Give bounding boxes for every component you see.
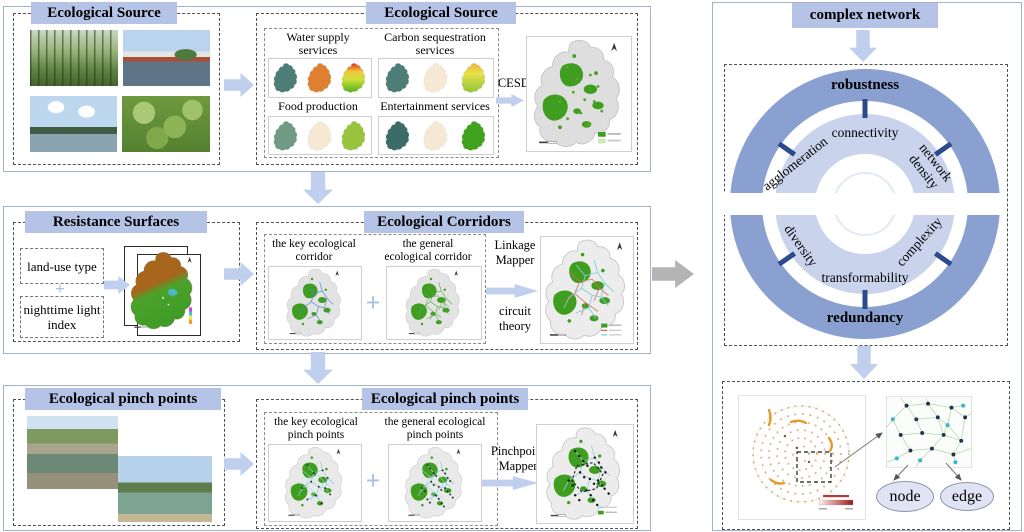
general-corridor-label: the general ecological corridor xyxy=(384,238,472,263)
source-mid-title: Ecological Source xyxy=(366,2,516,24)
general-corridor-map xyxy=(405,268,460,337)
network-zoom-graph xyxy=(887,397,971,467)
general-pinch-map xyxy=(404,446,463,519)
pinch-inner-box xyxy=(264,412,498,526)
photo-forest xyxy=(30,30,118,86)
plus-sign: + xyxy=(55,279,65,298)
key-corridor-map-panel xyxy=(268,266,362,340)
mini-map xyxy=(307,63,332,93)
corridors-result-map-panel xyxy=(540,236,634,344)
resistance-map xyxy=(130,252,193,330)
arrow-to-complex-network xyxy=(652,260,694,288)
mini-map xyxy=(461,63,486,93)
ring-transformability: transformability xyxy=(821,270,909,285)
mini-map xyxy=(273,63,298,93)
complex-network-container xyxy=(712,2,1022,531)
mini-map xyxy=(307,120,332,151)
service-maps-carbon xyxy=(378,58,494,98)
highlighted-edges xyxy=(767,408,833,485)
ring-ticks xyxy=(777,99,953,309)
services-inner-box xyxy=(264,28,499,158)
service-maps-food xyxy=(268,116,372,155)
general-corridor-map-panel xyxy=(386,266,482,340)
nighttime-input: nighttime light index xyxy=(20,296,104,338)
pinch-result-map xyxy=(546,427,621,520)
arrow-row2-to-row3 xyxy=(303,352,333,384)
edge-label-text: edge xyxy=(951,487,983,505)
node-label-text: node xyxy=(889,487,921,505)
mini-map xyxy=(341,120,366,151)
corridors-result-map xyxy=(545,239,625,340)
service-label-carbon: Carbon sequestration services xyxy=(384,30,486,57)
pinch-result-map-panel xyxy=(536,424,634,524)
landuse-input: land-use type xyxy=(20,248,104,284)
ring-connectivity: connectivity xyxy=(831,125,899,140)
annotation-arrows xyxy=(834,432,962,481)
mini-map xyxy=(273,120,298,151)
pinchpoint-mapper-label: Pinchpoint Mapper xyxy=(490,444,546,473)
circuit-theory-label: circuit theory xyxy=(499,304,531,333)
photo-lake-trees xyxy=(30,96,117,152)
ring-redundancy: redundancy xyxy=(826,310,904,326)
mini-map xyxy=(461,120,486,151)
general-pinch-map-panel xyxy=(388,444,482,522)
arrow-row1-to-row2 xyxy=(303,172,333,204)
service-label-water: Water supply services xyxy=(286,30,350,57)
photo-pond xyxy=(118,456,212,522)
row-pinch-container xyxy=(3,385,651,531)
network-overview-graph xyxy=(752,405,854,510)
mini-map xyxy=(385,120,410,151)
resistance-title: Resistance Surfaces xyxy=(25,211,207,233)
mini-map xyxy=(423,120,448,151)
corridors-title: Ecological Corridors xyxy=(364,211,524,233)
ring-diagram xyxy=(724,69,1006,339)
complex-network-title: complex network xyxy=(792,3,938,28)
row-resistance-container xyxy=(3,206,651,354)
source-left-title: Ecological Source xyxy=(31,2,177,24)
mini-map xyxy=(341,63,366,93)
pinch-mid-title: Ecological pinch points xyxy=(362,388,528,410)
network-graphs-box xyxy=(722,381,1010,530)
resilience-ring: robustness connectivity agglomeration ne… xyxy=(724,64,1006,344)
pinch-left-title: Ecological pinch points xyxy=(25,388,221,410)
plus-sign: + xyxy=(365,288,381,317)
service-label-food: Food production xyxy=(278,99,358,113)
key-pinch-map-panel xyxy=(268,444,362,522)
service-maps-water xyxy=(268,58,372,98)
source-result-map-panel xyxy=(526,36,632,152)
edge-label: edge xyxy=(940,482,994,511)
key-pinch-label: the key ecological pinch points xyxy=(274,416,358,441)
key-pinch-map xyxy=(284,446,343,519)
photo-lake-bridge xyxy=(123,30,210,86)
key-corridor-label: the key ecological corridor xyxy=(272,238,356,263)
network-nodes-teal xyxy=(890,403,966,465)
network-zoom-panel xyxy=(886,396,972,468)
corridors-inner-box xyxy=(264,234,486,344)
service-maps-entertainment xyxy=(378,116,494,155)
key-corridor-map xyxy=(286,268,341,337)
network-nodes xyxy=(898,401,968,457)
photo-lily-pads xyxy=(122,96,210,152)
plus-sign: + xyxy=(365,466,381,495)
source-result-map xyxy=(533,39,621,148)
mini-map xyxy=(423,63,448,93)
row-source-container xyxy=(3,6,651,172)
network-overview-panel xyxy=(738,395,866,520)
ring-robustness: robustness xyxy=(830,77,900,93)
photo-rocky-stream xyxy=(27,416,118,489)
linkage-mapper-label: Linkage Mapper xyxy=(494,238,536,267)
general-pinch-label: the general ecological pinch points xyxy=(384,416,486,441)
mini-map xyxy=(385,63,410,93)
service-label-entertainment: Entertainment services xyxy=(380,99,490,113)
resistance-legend xyxy=(188,307,193,324)
zoom-selection xyxy=(796,451,832,483)
node-label: node xyxy=(876,481,934,512)
